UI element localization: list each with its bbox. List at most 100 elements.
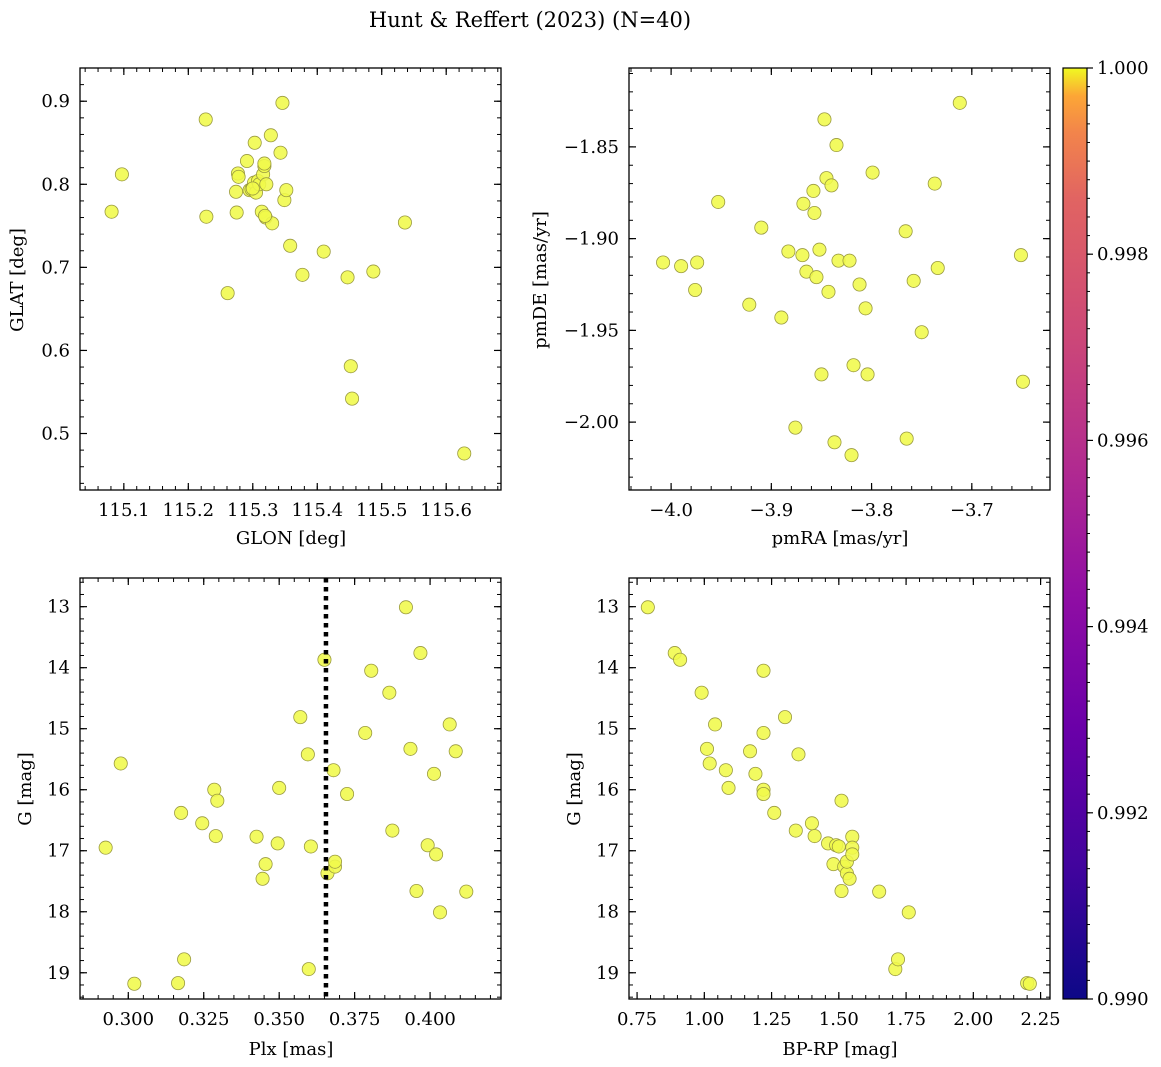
sky-y-tick-label: 0.5 [41,424,70,445]
plx-x-tick-label: 0.375 [329,1009,381,1030]
sky-data-point [104,204,119,219]
pm-data-point [690,255,705,270]
sky-data-point [279,183,294,198]
cmd-data-point [673,652,688,667]
plx-data-point [98,840,113,855]
plx-data-point [174,805,189,820]
sky-x-tick-label: 115.6 [420,500,472,521]
pm-data-point [809,270,824,285]
sky-data-point [199,209,214,224]
pm-axes-frame [628,67,1051,491]
cmd-data-point [1022,976,1037,991]
sky-y-tick-label: 0.6 [41,340,70,361]
cmd-x-tick-label: 2.25 [1021,1009,1061,1030]
plx-x-tick-label: 0.325 [178,1009,230,1030]
plx-data-point [272,780,287,795]
pm-data-point [860,367,875,382]
cmd-data-point [778,710,793,725]
plx-data-point [195,816,210,831]
sky-data-point [366,264,381,279]
cmd-data-point [702,756,717,771]
plx-data-point [385,823,400,838]
sky-y-tick-label: 0.9 [41,91,70,112]
plx-data-point [409,884,424,899]
cmd-data-point [748,766,763,781]
pm-ylabel: pmDE [mas/yr] [530,211,551,349]
colorbar-tick-label: 1.000 [1097,58,1149,79]
pm-data-point [821,284,836,299]
cmd-data-point [708,717,723,732]
cmd-y-tick-label: 16 [596,780,619,801]
plx-data-point [210,793,225,808]
sky-data-point [343,359,358,374]
pm-y-tick-label: −2.00 [564,412,619,433]
cmd-x-tick-label: 1.50 [819,1009,859,1030]
plx-x-tick-label: 0.400 [404,1009,456,1030]
plx-y-tick-label: 16 [47,780,70,801]
plx-y-tick-label: 13 [47,597,70,618]
pm-data-point [927,176,942,191]
sky-data-point [263,128,278,143]
pm-data-point [829,138,844,153]
cmd-data-point [872,884,887,899]
cmd-data-point [834,884,849,899]
colorbar-tick-label: 0.994 [1097,617,1149,638]
sky-data-point [283,238,298,253]
pm-data-point [812,242,827,257]
pm-data-point [846,358,861,373]
sky-data-point [397,215,412,230]
plx-data-point [326,763,341,778]
sky-ylabel: GLAT [deg] [7,228,28,332]
cmd-data-point [842,871,857,886]
cmd-data-point [791,747,806,762]
sky-xlabel: GLON [deg] [236,528,346,549]
colorbar-tick-label: 0.998 [1097,244,1149,265]
cmd-data-point [640,600,655,615]
pm-xlabel: pmRA [mas/yr] [772,528,909,549]
plx-data-point [382,685,397,700]
sky-data-point [229,184,244,199]
pm-data-point [774,310,789,325]
plx-data-point [398,600,413,615]
pm-data-point [711,194,726,209]
panel-cmd: BP-RP [mag] G [mag] 0.75 1.00 1.25 1.50 1.75… [564,577,1061,1060]
cmd-data-point [718,763,733,778]
plx-data-point [340,786,355,801]
plx-data-point [420,838,435,853]
cmd-xlabel: BP-RP [mag] [782,1039,897,1060]
pm-y-tick-label: −1.85 [564,137,619,158]
sky-data-point [220,286,235,301]
sky-data-point [245,181,260,196]
sky-y-tick-label: 0.8 [41,174,70,195]
sky-data-point [229,205,244,220]
plx-data-point [442,717,457,732]
pm-data-point [827,435,842,450]
plx-data-point [208,829,223,844]
pm-data-point [899,431,914,446]
plx-ylabel: G [mag] [15,752,36,825]
pm-data-point [930,260,945,275]
colorbar: 0.990 0.992 0.994 0.996 0.998 1.000 [1062,58,1149,1010]
plx-data-point [433,905,448,920]
cmd-data-point [756,786,771,801]
pm-data-point [865,165,880,180]
pm-data-point [952,95,967,110]
pm-x-tick-label: −3.9 [749,500,793,521]
sky-x-tick-label: 115.2 [163,500,215,521]
sky-y-tick-label: 0.7 [41,257,70,278]
cmd-y-tick-label: 13 [596,597,619,618]
cmd-data-point [834,793,849,808]
plx-data-point [249,829,264,844]
pm-data-point [1015,374,1030,389]
pm-data-point [824,178,839,193]
pm-data-point [858,301,873,316]
sky-data-point [239,154,254,169]
colorbar-tick-label: 0.992 [1097,803,1149,824]
cmd-data-point [694,685,709,700]
panel-sky: GLON [deg] GLAT [deg] 115.1 115.2 115.3 115… [7,67,502,549]
plx-data-point [358,725,373,740]
plx-data-point [459,884,474,899]
plx-x-tick-label: 0.300 [103,1009,155,1030]
sky-x-tick-label: 115.4 [291,500,343,521]
